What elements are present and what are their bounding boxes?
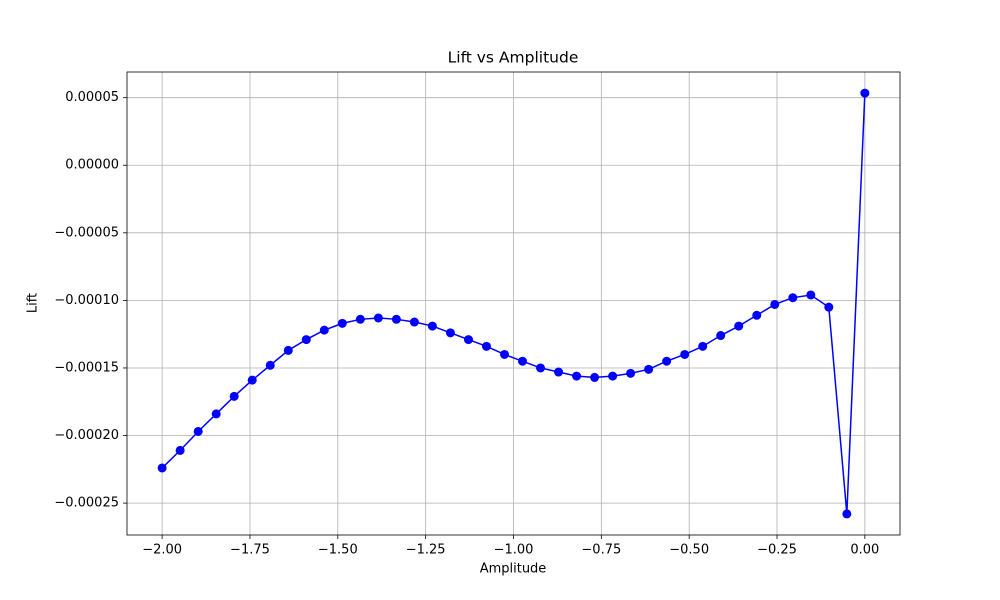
x-tick-label: −2.00 — [142, 543, 182, 558]
x-tick-label: 0.00 — [850, 543, 879, 558]
marker — [229, 391, 239, 401]
y-tick-label: −0.00010 — [54, 293, 119, 308]
marker — [427, 321, 437, 331]
marker — [481, 341, 491, 351]
chart-title: Lift vs Amplitude — [448, 49, 579, 67]
marker — [644, 364, 654, 374]
marker — [265, 360, 275, 370]
marker — [554, 367, 564, 377]
marker — [734, 321, 744, 331]
marker — [211, 409, 221, 419]
marker — [157, 463, 167, 473]
marker — [788, 293, 798, 303]
marker — [716, 331, 726, 341]
x-tick-label: −1.00 — [494, 543, 534, 558]
marker — [824, 302, 834, 312]
marker — [193, 426, 203, 436]
marker — [590, 372, 600, 382]
marker — [319, 325, 329, 335]
y-tick-label: −0.00020 — [54, 428, 119, 443]
x-tick-label: −1.25 — [406, 543, 446, 558]
marker — [175, 445, 185, 455]
plot-frame — [126, 71, 901, 536]
marker — [680, 349, 690, 359]
x-tick-label: −0.25 — [757, 543, 797, 558]
x-axis-label: Amplitude — [480, 562, 547, 577]
marker — [536, 363, 546, 373]
y-tick-label: −0.00015 — [54, 360, 119, 375]
marker — [301, 335, 311, 345]
marker — [608, 371, 618, 381]
marker — [517, 356, 527, 366]
y-tick-label: −0.00025 — [54, 496, 119, 511]
marker — [752, 310, 762, 320]
marker — [409, 317, 419, 327]
marker — [626, 368, 636, 378]
marker — [445, 328, 455, 338]
marker — [283, 345, 293, 355]
y-tick-label: −0.00005 — [54, 225, 119, 240]
marker — [355, 314, 365, 324]
marker — [500, 349, 510, 359]
y-tick-label: 0.00000 — [65, 158, 119, 173]
x-tick-label: −0.50 — [669, 543, 709, 558]
x-tick-label: −1.75 — [230, 543, 270, 558]
marker — [247, 375, 257, 385]
marker — [842, 509, 852, 519]
marker — [860, 88, 870, 98]
marker — [698, 341, 708, 351]
marker — [391, 314, 401, 324]
marker — [662, 356, 672, 366]
marker — [373, 313, 383, 323]
x-tick-label: −0.75 — [581, 543, 621, 558]
y-axis-label: Lift — [26, 293, 41, 313]
line — [161, 93, 866, 514]
marker — [572, 371, 582, 381]
marker — [806, 290, 816, 300]
marker — [463, 335, 473, 345]
marker — [770, 299, 780, 309]
y-tick-label: 0.00005 — [65, 90, 119, 105]
marker — [337, 318, 347, 328]
x-tick-label: −1.50 — [318, 543, 358, 558]
